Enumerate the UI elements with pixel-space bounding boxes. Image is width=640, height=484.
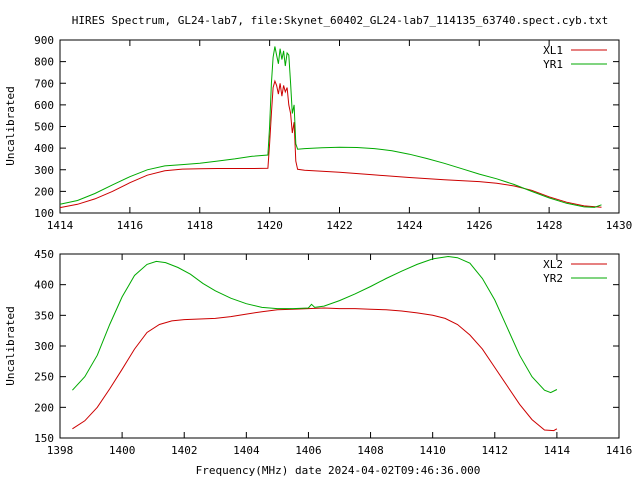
panel-1-xtick-label: 1428	[536, 219, 563, 232]
panel-1-xtick-label: 1418	[187, 219, 214, 232]
panel-2-ytick-label: 450	[34, 248, 54, 261]
figure-title: HIRES Spectrum, GL24-lab7, file:Skynet_6…	[72, 14, 608, 27]
panel-2-ytick-label: 350	[34, 309, 54, 322]
panel-2-ytick-label: 200	[34, 401, 54, 414]
panel-2-xtick-label: 1404	[233, 444, 260, 457]
panel-2-xtick-label: 1402	[171, 444, 198, 457]
panel-1-frame	[59, 39, 620, 214]
figure-footer: Frequency(MHz) date 2024-04-02T09:46:36.…	[196, 464, 481, 477]
panel-1-ylabel: Uncalibrated	[4, 86, 17, 165]
panel-1-xtick-label: 1416	[117, 219, 144, 232]
panel-2-xtick-label: 1408	[357, 444, 384, 457]
panel-1-ytick-label: 200	[34, 185, 54, 198]
panel-1-xtick-label: 1414	[47, 219, 74, 232]
panel-2-xtick-label: 1406	[295, 444, 322, 457]
panel-1-series-yr1	[59, 46, 602, 208]
panel-1-xtick-label: 1422	[326, 219, 353, 232]
panel-1-ytick-label: 700	[34, 77, 54, 90]
panel-2-ylabel: Uncalibrated	[4, 306, 17, 385]
panel-1-ytick-label: 500	[34, 121, 54, 134]
panel-2-legend-label: XL2	[543, 258, 563, 271]
panel-2-series-xl2	[72, 307, 558, 432]
panel-1-ytick-label: 100	[34, 207, 54, 220]
panel-2-ytick-label: 150	[34, 432, 54, 445]
panel-1-ytick-label: 300	[34, 164, 54, 177]
panel-2-xtick-label: 1398	[47, 444, 74, 457]
panel-1-ytick-label: 400	[34, 142, 54, 155]
panel-1-xtick-label: 1430	[606, 219, 633, 232]
panel-1-xtick-label: 1424	[396, 219, 423, 232]
panel-2-xtick-label: 1400	[109, 444, 136, 457]
panel-1-legend-label: XL1	[543, 44, 563, 57]
panel-1-ytick-label: 600	[34, 99, 54, 112]
panel-2-ytick-label: 400	[34, 279, 54, 292]
panel-1-series-xl1	[59, 79, 602, 209]
panel-2-frame	[59, 253, 620, 439]
panel-2-legend-label: YR2	[543, 272, 563, 285]
panel-2-ytick-label: 250	[34, 371, 54, 384]
panel-1-xtick-label: 1426	[466, 219, 493, 232]
panel-2-xtick-label: 1412	[482, 444, 509, 457]
panel-2-series-yr2	[72, 255, 558, 394]
panel-2-ytick-label: 300	[34, 340, 54, 353]
panel-2-xtick-label: 1410	[419, 444, 446, 457]
panel-1-ytick-label: 900	[34, 34, 54, 47]
panel-1-legend-label: YR1	[543, 58, 563, 71]
panel-2-xtick-label: 1414	[544, 444, 571, 457]
panel-2-xtick-label: 1416	[606, 444, 633, 457]
panel-1-xtick-label: 1420	[256, 219, 283, 232]
panel-1-ytick-label: 800	[34, 56, 54, 69]
